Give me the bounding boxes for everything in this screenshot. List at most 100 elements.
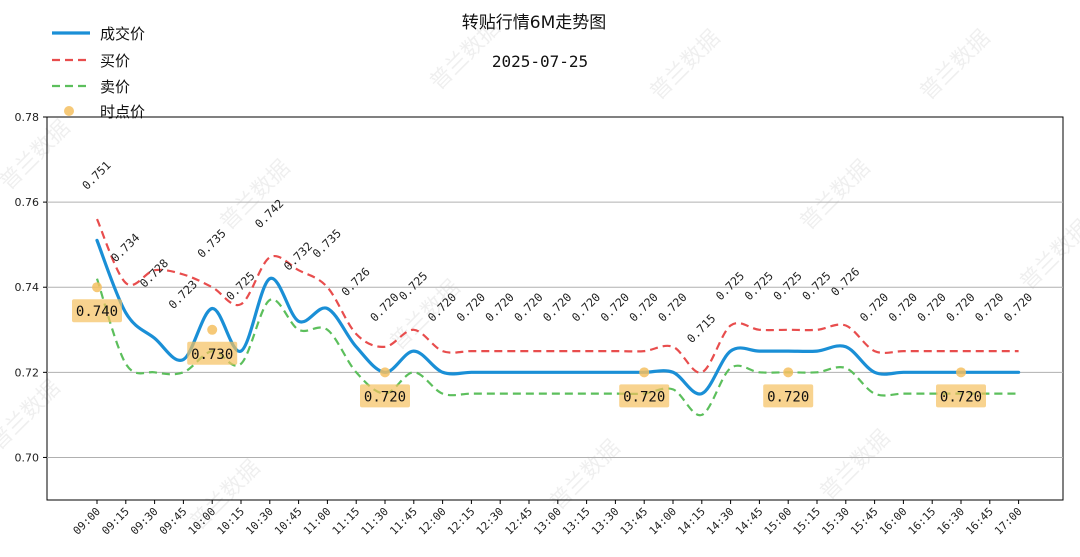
chart-title: 转贴行情6M走势图: [462, 13, 606, 33]
time-point-callout-label: 0.720: [767, 389, 809, 405]
time-point-callout-label: 0.740: [76, 304, 118, 320]
x-tick-label: 16:45: [963, 505, 996, 538]
time-point-marker: [207, 324, 218, 335]
x-tick-label: 09:45: [157, 505, 190, 538]
x-tick-label: 12:30: [474, 505, 507, 538]
data-label: 0.720: [857, 290, 891, 324]
time-point-callout-box: [72, 299, 122, 323]
x-tick-label: 14:15: [675, 505, 708, 538]
x-tick-label: 09:15: [99, 505, 132, 538]
x-tick-label: 14:00: [647, 505, 680, 538]
data-label: 0.720: [598, 290, 632, 324]
x-tick-label: 12:15: [445, 505, 478, 538]
y-tick-label: 0.72: [15, 366, 40, 379]
data-label: 0.726: [338, 264, 372, 298]
x-tick-label: 11:45: [387, 505, 420, 538]
x-tick-label: 11:00: [301, 505, 334, 538]
series-layer: [95, 218, 1021, 417]
data-label: 0.720: [943, 290, 977, 324]
data-label: 0.751: [79, 158, 113, 192]
x-tick-label: 15:30: [819, 505, 852, 538]
data-label-layer: 0.7510.7340.7280.7230.7350.7250.7420.732…: [79, 158, 1035, 346]
watermark-text: 普兰数据: [1015, 215, 1080, 295]
data-label: 0.732: [281, 239, 315, 273]
x-tick-label: 14:45: [733, 505, 766, 538]
series-line-bid: [95, 218, 1019, 374]
x-tick-label: 16:15: [906, 505, 939, 538]
x-tick-label: 10:30: [243, 505, 276, 538]
time-point-callout-box: [936, 384, 986, 408]
plot-area: [46, 116, 1064, 501]
watermark-text: 普兰数据: [795, 155, 875, 235]
y-tick-label: 0.76: [15, 196, 40, 209]
time-point-callout-label: 0.720: [940, 389, 982, 405]
data-label: 0.720: [540, 290, 574, 324]
data-label: 0.720: [914, 290, 948, 324]
x-tick-label: 10:45: [272, 505, 305, 538]
x-tick-label: 11:15: [330, 505, 363, 538]
data-label: 0.720: [367, 290, 401, 324]
legend-label: 时点价: [100, 103, 145, 121]
time-point-callout-box: [763, 384, 814, 408]
data-label: 0.725: [742, 269, 776, 303]
time-point-marker: [380, 367, 390, 378]
data-label: 0.720: [972, 290, 1006, 324]
x-tick-label: 12:45: [503, 505, 536, 538]
watermark-text: 普兰数据: [0, 115, 75, 195]
data-label: 0.725: [713, 269, 747, 303]
time-point-marker: [956, 367, 966, 378]
legend-label: 卖价: [100, 78, 130, 96]
time-point-callout-label: 0.720: [364, 389, 406, 405]
x-tick-label: 16:00: [877, 505, 910, 538]
data-label: 0.720: [1001, 290, 1035, 324]
x-tick-label: 15:00: [762, 505, 795, 538]
legend-label: 成交价: [100, 25, 145, 43]
data-label: 0.720: [569, 290, 603, 324]
time-point-callout-box: [619, 384, 670, 408]
y-tick-label: 0.74: [15, 281, 40, 294]
x-tick-label: 14:30: [704, 505, 737, 538]
time-point-marker: [783, 367, 794, 378]
series-line-trade: [95, 238, 1021, 396]
data-label: 0.720: [655, 290, 689, 324]
data-label: 0.735: [194, 226, 228, 260]
x-tick-label: 11:30: [359, 505, 392, 538]
y-tick-label: 0.78: [15, 111, 40, 124]
time-point-callout-box: [187, 341, 238, 365]
watermark-text: 普兰数据: [0, 375, 65, 455]
legend-label: 买价: [100, 52, 130, 70]
legend-swatch: [64, 106, 74, 116]
data-label: 0.735: [310, 226, 344, 260]
watermark-text: 普兰数据: [645, 25, 725, 105]
time-point-callout-label: 0.730: [191, 347, 233, 363]
data-label: 0.725: [770, 269, 804, 303]
data-label: 0.715: [684, 311, 718, 345]
x-tick-label: 09:30: [128, 505, 161, 538]
x-tick-label: 15:15: [791, 505, 824, 538]
data-label: 0.725: [799, 269, 833, 303]
watermark-text: 普兰数据: [915, 25, 995, 105]
time-point-callout-label: 0.720: [623, 389, 665, 405]
data-label: 0.734: [108, 230, 142, 264]
x-tick-label: 16:30: [935, 505, 968, 538]
time-point-marker: [639, 367, 650, 378]
data-label: 0.723: [166, 277, 200, 311]
series-line-ask: [95, 278, 1019, 417]
x-tick-label: 13:30: [589, 505, 622, 538]
plot-frame: [46, 116, 1064, 501]
x-tick-label: 17:00: [992, 505, 1025, 538]
chart-subtitle: 2025-07-25: [492, 52, 588, 71]
time-point-marker: [92, 282, 102, 293]
data-label: 0.726: [828, 264, 862, 298]
x-tick-label: 13:00: [531, 505, 564, 538]
data-label: 0.720: [482, 290, 516, 324]
watermark-text: 普兰数据: [815, 425, 895, 505]
data-label: 0.720: [626, 290, 660, 324]
y-tick-label: 0.70: [15, 451, 40, 464]
time-point-callout-box: [360, 384, 410, 408]
x-tick-label: 15:45: [848, 505, 881, 538]
data-label: 0.720: [886, 290, 920, 324]
